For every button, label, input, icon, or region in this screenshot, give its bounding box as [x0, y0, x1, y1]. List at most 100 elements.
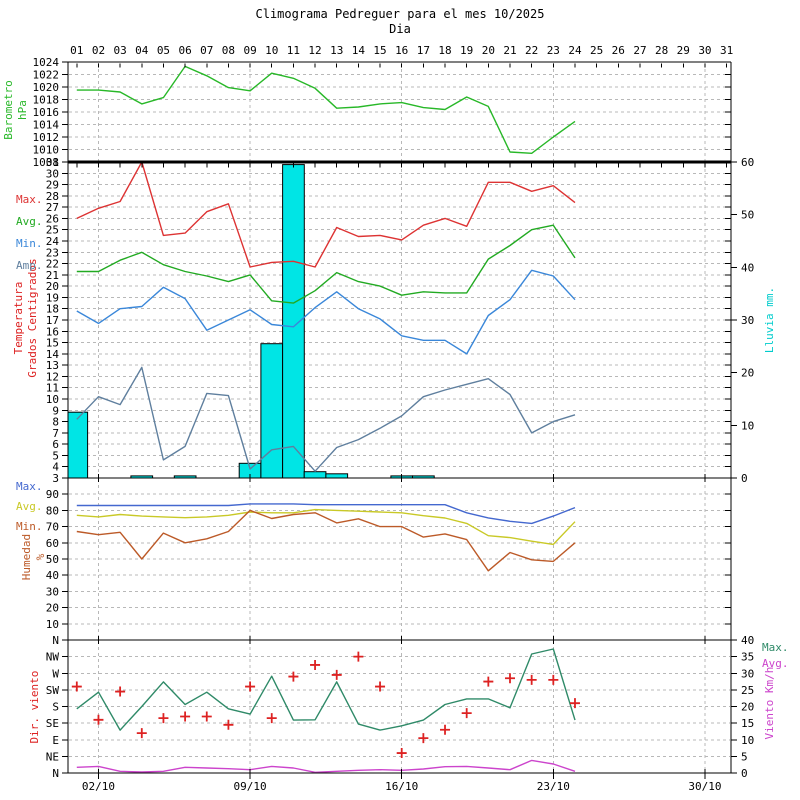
- svg-text:12: 12: [308, 44, 321, 57]
- direction-cross-marker: [440, 724, 451, 735]
- svg-text:14: 14: [352, 44, 366, 57]
- lluvia-bars: [67, 164, 435, 479]
- direction-cross-marker: [266, 713, 277, 724]
- wind-avg-line: [76, 759, 576, 773]
- svg-text:S: S: [52, 701, 59, 714]
- svg-text:21: 21: [46, 269, 59, 282]
- svg-text:Grados Centigrados: Grados Centigrados: [26, 258, 39, 377]
- svg-text:60: 60: [46, 537, 59, 550]
- svg-text:E: E: [52, 734, 59, 747]
- svg-text:1008: 1008: [33, 156, 60, 169]
- svg-text:22: 22: [525, 44, 538, 57]
- y-axis-left-viento: N NW W SW S SE E NE N: [46, 634, 68, 780]
- svg-text:20: 20: [482, 44, 495, 57]
- svg-text:Lluvia mm.: Lluvia mm.: [763, 287, 776, 353]
- svg-text:16/10: 16/10: [385, 780, 418, 793]
- svg-text:SE: SE: [46, 717, 59, 730]
- svg-text:Max.: Max.: [16, 193, 43, 206]
- svg-text:20: 20: [741, 367, 754, 380]
- svg-text:1024: 1024: [33, 56, 60, 69]
- svg-text:29: 29: [46, 179, 59, 192]
- svg-text:27: 27: [633, 44, 646, 57]
- svg-text:19: 19: [46, 291, 59, 304]
- svg-text:80: 80: [46, 504, 59, 517]
- temp-min-line: [76, 269, 576, 355]
- x-axis-day-labels: 01 02 03 04 05 06 07 08 09 10 11 12 13 14 15 16 17 18 19 20…: [70, 44, 733, 57]
- svg-text:17: 17: [417, 44, 430, 57]
- svg-text:NE: NE: [46, 750, 59, 763]
- rain-bar: [282, 164, 305, 479]
- svg-text:13: 13: [46, 359, 59, 372]
- svg-text:Avg.: Avg.: [762, 657, 789, 670]
- svg-text:Avg.: Avg.: [16, 215, 43, 228]
- svg-text:10: 10: [741, 419, 754, 432]
- chart-title: Climograma Pedreguer para el mes 10/2025: [255, 7, 545, 21]
- svg-text:15: 15: [741, 717, 754, 730]
- wind-max-line: [76, 648, 576, 731]
- svg-text:1010: 1010: [33, 144, 60, 157]
- svg-text:18: 18: [46, 303, 59, 316]
- svg-text:Temperatura: Temperatura: [12, 282, 25, 355]
- svg-text:25: 25: [741, 684, 754, 697]
- svg-text:01: 01: [70, 44, 83, 57]
- direction-cross-marker: [180, 711, 191, 722]
- svg-text:50: 50: [741, 209, 754, 222]
- svg-text:7: 7: [52, 427, 59, 440]
- direction-cross-marker: [310, 659, 321, 670]
- direction-cross-marker: [548, 674, 559, 685]
- svg-text:90: 90: [46, 488, 59, 501]
- svg-text:10: 10: [46, 618, 59, 631]
- svg-text:22: 22: [46, 258, 59, 271]
- right-axis-title-viento: Viento Km/h: [763, 667, 776, 740]
- svg-text:24: 24: [46, 235, 60, 248]
- svg-text:8: 8: [52, 416, 59, 429]
- panel-humedad: 10 20 30 40 50 60 70 80 90 Humedad % Max. Avg. Min.: [16, 474, 732, 641]
- svg-text:16: 16: [46, 325, 59, 338]
- svg-text:05: 05: [157, 44, 170, 57]
- svg-text:Min.: Min.: [16, 520, 43, 533]
- svg-text:Amp.: Amp.: [16, 259, 43, 272]
- svg-text:19: 19: [460, 44, 473, 57]
- svg-text:1014: 1014: [33, 119, 60, 132]
- svg-text:Humedad: Humedad: [20, 534, 33, 580]
- svg-text:30/10: 30/10: [688, 780, 721, 793]
- svg-text:24: 24: [568, 44, 582, 57]
- rain-bar: [303, 471, 327, 479]
- svg-text:25: 25: [46, 224, 59, 237]
- svg-text:12: 12: [46, 370, 59, 383]
- svg-text:14: 14: [46, 348, 60, 361]
- svg-text:29: 29: [677, 44, 690, 57]
- direction-cross-marker: [461, 708, 472, 719]
- y-axis-right-temperatura: 0 10 20 30 40 50 60: [731, 156, 754, 485]
- svg-text:Dir. viento: Dir. viento: [28, 671, 41, 744]
- svg-text:26: 26: [46, 212, 59, 225]
- svg-text:26: 26: [612, 44, 625, 57]
- gridlines-barometro: [69, 63, 730, 161]
- temp-max-line: [76, 161, 576, 268]
- axis-title-humedad: Humedad%: [20, 534, 47, 580]
- svg-text:23/10: 23/10: [537, 780, 570, 793]
- direction-cross-marker: [201, 711, 212, 722]
- legend-temperatura: Max. Avg. Min. Amp.: [16, 193, 43, 272]
- direction-cross-marker: [569, 698, 580, 709]
- svg-text:30: 30: [46, 585, 59, 598]
- svg-text:18: 18: [438, 44, 451, 57]
- svg-text:17: 17: [46, 314, 59, 327]
- svg-text:27: 27: [46, 201, 59, 214]
- svg-text:50: 50: [46, 553, 59, 566]
- right-axis-title-temperatura: Lluvia mm.: [763, 287, 776, 353]
- svg-text:06: 06: [178, 44, 191, 57]
- panel-viento: N NW W SW S SE E NE N 0 5 10 15 20 25 30 35 40 Viento Km/h…: [28, 634, 789, 780]
- svg-text:10: 10: [265, 44, 278, 57]
- gridlines-humedad: [69, 479, 730, 639]
- x-axis-title: Dia: [389, 22, 411, 36]
- axis-title-viento: Dir. viento: [28, 671, 41, 744]
- svg-text:13: 13: [330, 44, 343, 57]
- direction-cross-marker: [396, 748, 407, 759]
- svg-text:Barometro: Barometro: [2, 80, 15, 140]
- x-axis-date-labels: 02/10 09/10 16/10 23/10 30/10: [82, 780, 722, 793]
- direction-cross-marker: [331, 669, 342, 680]
- svg-text:1018: 1018: [33, 94, 60, 107]
